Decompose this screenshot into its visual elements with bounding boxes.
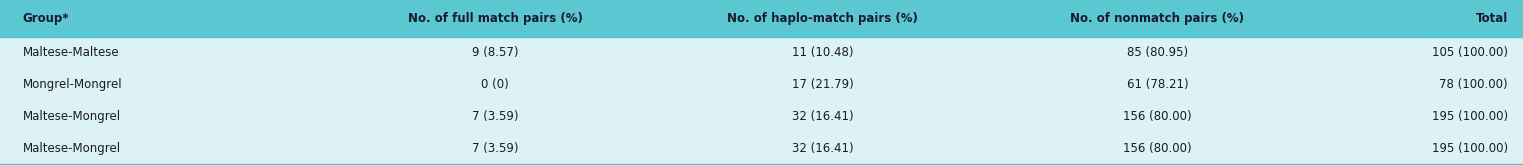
Text: No. of nonmatch pairs (%): No. of nonmatch pairs (%)	[1071, 12, 1244, 25]
Text: 195 (100.00): 195 (100.00)	[1432, 110, 1508, 123]
Text: 17 (21.79): 17 (21.79)	[792, 78, 853, 91]
Text: 0 (0): 0 (0)	[481, 78, 509, 91]
Bar	[0, 36, 1523, 68]
Text: 7 (3.59): 7 (3.59)	[472, 142, 518, 155]
Text: 195 (100.00): 195 (100.00)	[1432, 142, 1508, 155]
Text: 156 (80.00): 156 (80.00)	[1122, 142, 1193, 155]
Text: Total: Total	[1476, 12, 1508, 25]
Text: 32 (16.41): 32 (16.41)	[792, 142, 853, 155]
Bar	[0, 133, 1523, 165]
Text: Maltese-Mongrel: Maltese-Mongrel	[23, 110, 120, 123]
Text: 78 (100.00): 78 (100.00)	[1439, 78, 1508, 91]
Text: Maltese-Mongrel: Maltese-Mongrel	[23, 142, 120, 155]
Text: 11 (10.48): 11 (10.48)	[792, 46, 853, 59]
Text: Group*: Group*	[23, 12, 70, 25]
Text: No. of haplo-match pairs (%): No. of haplo-match pairs (%)	[726, 12, 918, 25]
Bar	[0, 0, 1523, 36]
Bar	[0, 101, 1523, 133]
Text: Maltese-Maltese: Maltese-Maltese	[23, 46, 119, 59]
Bar	[0, 68, 1523, 101]
Text: 9 (8.57): 9 (8.57)	[472, 46, 518, 59]
Text: 7 (3.59): 7 (3.59)	[472, 110, 518, 123]
Text: No. of full match pairs (%): No. of full match pairs (%)	[408, 12, 582, 25]
Text: 32 (16.41): 32 (16.41)	[792, 110, 853, 123]
Text: 105 (100.00): 105 (100.00)	[1432, 46, 1508, 59]
Text: 85 (80.95): 85 (80.95)	[1127, 46, 1188, 59]
Text: 61 (78.21): 61 (78.21)	[1127, 78, 1188, 91]
Text: 156 (80.00): 156 (80.00)	[1122, 110, 1193, 123]
Text: Mongrel-Mongrel: Mongrel-Mongrel	[23, 78, 122, 91]
